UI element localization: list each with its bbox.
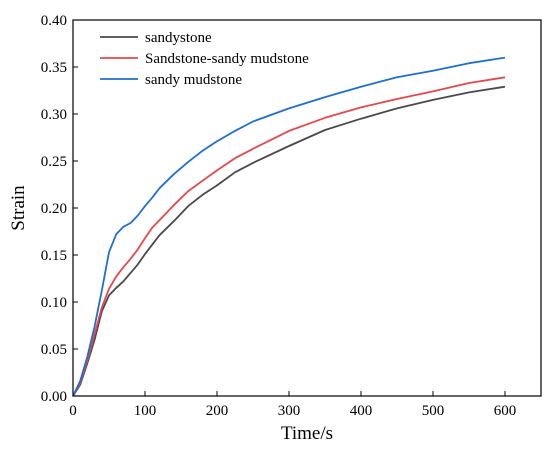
series-line-1: [72, 76, 506, 397]
y-axis-title: Strain: [8, 185, 29, 231]
y-tick-label: 0.10: [41, 295, 67, 311]
series-line-2: [72, 56, 506, 397]
y-tick-label: 0.00: [41, 389, 67, 405]
legend: sandystone Sandstone-sandy mudstone sandy …: [100, 30, 309, 88]
series-layer: [72, 56, 506, 397]
x-tick-label: 200: [206, 403, 229, 419]
x-tick-label: 400: [350, 403, 373, 419]
series-line-0: [72, 85, 506, 397]
x-tick-label: 100: [134, 403, 157, 419]
y-tick-label: 0.15: [41, 248, 67, 264]
legend-label: sandystone: [145, 30, 212, 46]
legend-label: Sandstone-sandy mudstone: [145, 51, 309, 67]
y-tick-label: 0.40: [41, 13, 67, 29]
x-tick-label: 300: [278, 403, 301, 419]
y-tick-label: 0.25: [41, 154, 67, 170]
x-tick-label: 0: [69, 403, 77, 419]
legend-label: sandy mudstone: [145, 72, 242, 88]
x-tick-label: 500: [422, 403, 445, 419]
x-axis-title: Time/s: [281, 423, 333, 444]
ticks-layer: 0 100 200 300 400 500 600 0.00 0.05 0.10 0.15 0.20 0…: [41, 13, 517, 419]
x-tick-label: 600: [494, 403, 517, 419]
y-tick-label: 0.20: [41, 201, 67, 217]
y-tick-label: 0.30: [41, 107, 67, 123]
y-tick-label: 0.05: [41, 342, 67, 358]
y-tick-label: 0.35: [41, 60, 67, 76]
